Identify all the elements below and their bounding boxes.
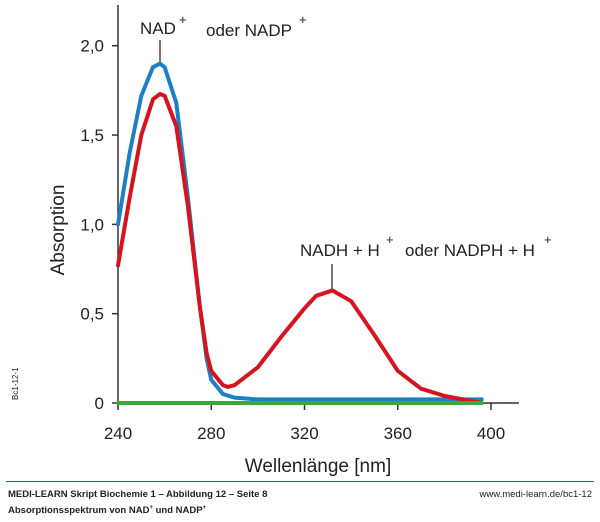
- annotation-sup: +: [179, 12, 187, 27]
- x-tick-label: 240: [104, 424, 132, 443]
- footer-title: MEDI-LEARN Skript Biochemie 1 – Abbildun…: [8, 489, 268, 500]
- caption-sup: +: [149, 505, 153, 511]
- annotation: oder NADPH + H: [405, 241, 535, 260]
- x-tick-label: 320: [290, 424, 318, 443]
- footer-url: www.medi-learn.de/bc1-12: [479, 489, 592, 500]
- y-tick-label: 2,0: [80, 37, 104, 56]
- x-axis-label: Wellenlänge [nm]: [245, 456, 391, 477]
- annotation-sup: +: [299, 12, 307, 27]
- line-series: [116, 91, 484, 405]
- footer-rule: [6, 481, 594, 482]
- annotation-sup: +: [544, 232, 552, 247]
- x-tick-label: 360: [384, 424, 412, 443]
- y-tick-label: 1,5: [80, 126, 104, 145]
- annotation-sup: +: [386, 232, 394, 247]
- annotation: oder NADP: [206, 21, 292, 40]
- annotation: NAD: [140, 19, 176, 38]
- caption-text: Absorptionsspektrum von NAD: [8, 505, 150, 517]
- annotation: NADH + H: [300, 241, 380, 260]
- y-tick-label: 0: [95, 394, 104, 413]
- caption-sup: +: [202, 505, 207, 511]
- chart: Bc1-12-1 Absorption Wellenlänge [nm] NAD…: [11, 5, 552, 477]
- caption: Absorptionsspektrum von NAD+ und NADP+: [8, 505, 206, 516]
- y-tick-label: 0,5: [80, 305, 104, 324]
- side-label: Bc1-12-1: [11, 367, 20, 400]
- x-tick-label: 280: [197, 424, 225, 443]
- x-tick-label: 400: [477, 424, 505, 443]
- y-tick-label: 1,0: [80, 215, 104, 234]
- y-axis-label: Absorption: [48, 185, 69, 276]
- caption-text: und NADP: [152, 505, 203, 517]
